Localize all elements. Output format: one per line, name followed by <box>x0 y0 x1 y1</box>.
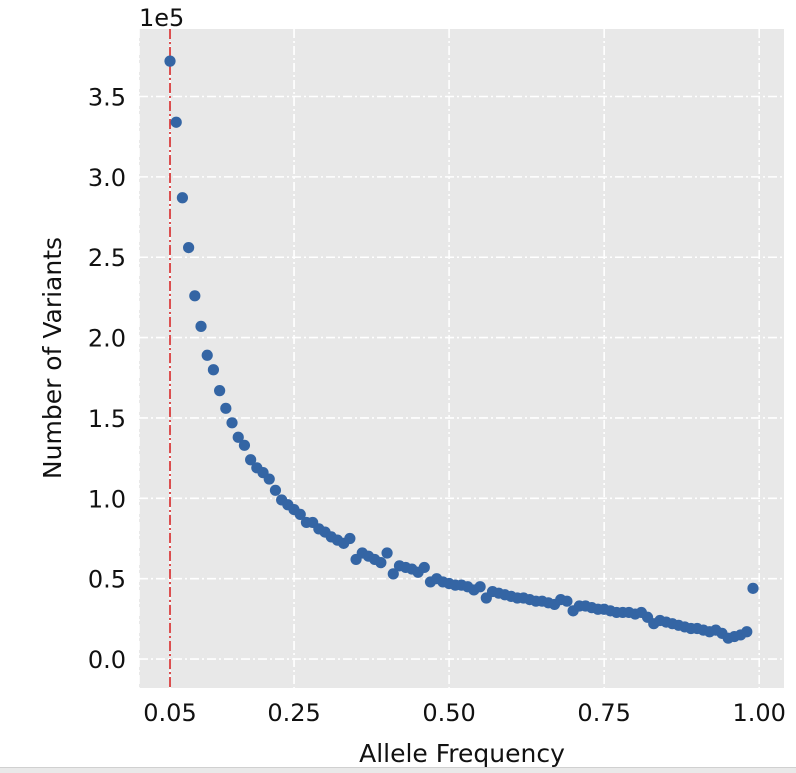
data-point <box>245 454 257 466</box>
x-tick-label: 0.75 <box>577 699 630 727</box>
data-point <box>238 439 251 451</box>
data-point <box>189 290 201 302</box>
data-point <box>214 385 226 397</box>
y-tick-label: 2.5 <box>88 244 126 272</box>
x-axis-ticks: 0.05 0.25 0.50 0.75 1.00 <box>143 699 786 727</box>
data-point <box>294 508 306 521</box>
data-point <box>344 532 356 545</box>
y-tick-label: 1.5 <box>88 405 126 433</box>
data-point <box>183 241 195 254</box>
data-point <box>232 431 244 443</box>
y-tick-label: 0.0 <box>88 646 126 674</box>
x-axis-label: Allele Frequency <box>359 739 565 768</box>
data-point <box>381 547 393 559</box>
data-point <box>269 484 282 496</box>
data-points <box>164 55 759 644</box>
data-point <box>195 320 207 332</box>
data-point <box>418 561 430 574</box>
data-point <box>207 364 220 376</box>
x-tick-label: 0.50 <box>422 699 475 727</box>
x-tick-label: 0.25 <box>267 699 320 727</box>
grid <box>138 29 784 688</box>
data-point <box>747 582 759 594</box>
y-tick-label: 0.5 <box>88 566 126 594</box>
data-point <box>741 626 753 638</box>
data-point <box>375 557 387 569</box>
data-point <box>263 473 275 485</box>
y-tick-label: 2.0 <box>88 325 126 353</box>
y-axis-label: Number of Variants <box>38 237 67 479</box>
x-tick-label: 1.00 <box>732 699 785 727</box>
x-tick-label: 0.05 <box>143 699 196 727</box>
data-point <box>474 581 486 593</box>
y-offset-label: 1e5 <box>139 4 184 32</box>
y-tick-label: 3.0 <box>88 164 126 192</box>
data-point <box>561 595 573 607</box>
data-point <box>220 402 232 414</box>
data-point <box>164 55 176 67</box>
window-bottom-edge <box>0 767 796 773</box>
data-point <box>201 349 213 361</box>
y-axis-ticks: 0.0 0.5 1.0 1.5 2.0 2.5 3.0 3.5 <box>88 84 126 675</box>
data-point <box>170 116 182 128</box>
y-tick-label: 1.0 <box>88 485 126 513</box>
data-point <box>387 568 399 580</box>
data-point <box>176 192 189 204</box>
y-tick-label: 3.5 <box>88 84 126 112</box>
data-point <box>226 417 238 429</box>
